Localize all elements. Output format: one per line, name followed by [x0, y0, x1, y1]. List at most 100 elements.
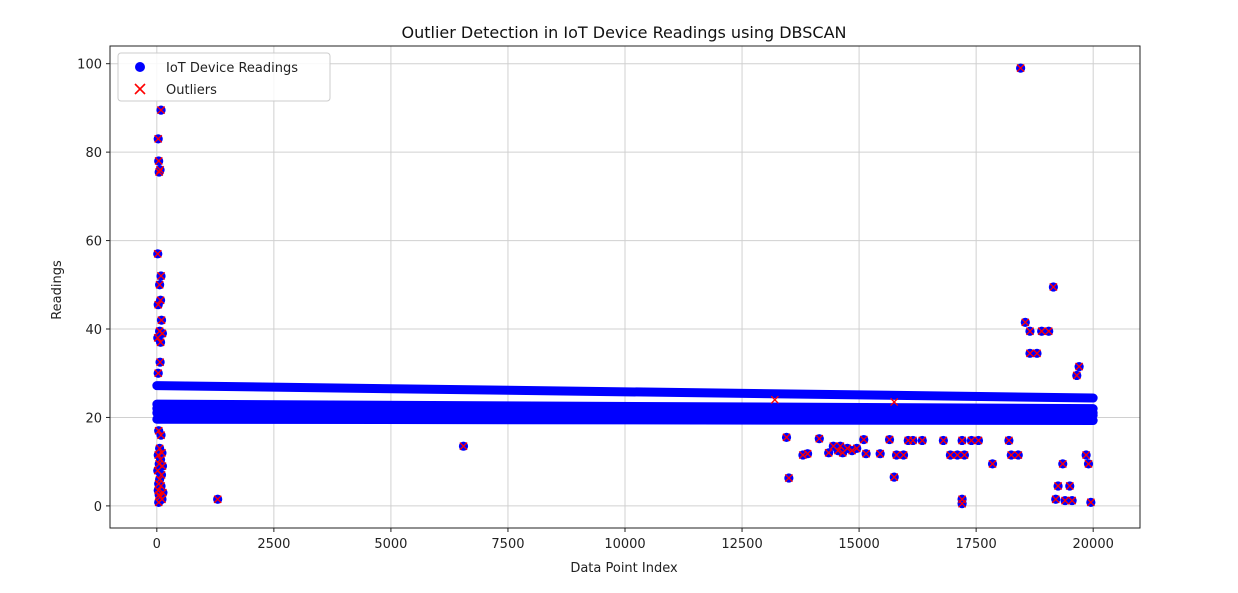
y-tick-label: 0	[94, 500, 102, 515]
outlier-stroke	[154, 300, 163, 309]
outlier-stroke	[939, 436, 948, 445]
outlier-stroke	[155, 167, 164, 177]
outlier-marker	[833, 446, 843, 455]
outlier-marker	[157, 448, 167, 457]
outlier-stroke	[1054, 481, 1063, 491]
outlier-marker	[1044, 327, 1053, 336]
outlier-stroke	[824, 448, 833, 457]
outlier-stroke	[1007, 450, 1016, 460]
y-tick-label: 40	[85, 323, 102, 338]
outlier-marker	[158, 488, 167, 497]
outlier-stroke	[1061, 496, 1070, 505]
outlier-stroke	[157, 316, 166, 325]
outlier-marker	[803, 449, 812, 458]
outlier-markers	[153, 64, 1095, 508]
outlier-marker	[1049, 282, 1058, 292]
outlier-marker	[157, 470, 166, 479]
outlier-stroke	[154, 498, 163, 507]
outlier-stroke	[1075, 362, 1084, 371]
outlier-stroke	[459, 442, 468, 451]
outlier-stroke	[890, 397, 899, 407]
outlier-marker	[1032, 349, 1042, 358]
outlier-stroke	[154, 450, 163, 460]
outlier-marker	[974, 436, 983, 445]
outlier-marker	[1016, 64, 1025, 73]
outlier-marker	[1004, 436, 1013, 445]
outlier-marker	[154, 156, 163, 166]
outlier-stroke	[782, 433, 791, 442]
axis-ticks: 0 2500 5000 7500 10000 12500 15000 17500 20000 0 2…	[77, 58, 1114, 552]
y-tick-label: 20	[85, 411, 102, 426]
outlier-stroke	[1044, 327, 1053, 336]
normal-reading-band	[152, 414, 1098, 426]
outlier-stroke	[908, 436, 917, 445]
outlier-stroke	[157, 448, 167, 457]
outlier-marker	[155, 167, 164, 177]
outlier-marker	[153, 333, 162, 342]
outlier-marker	[876, 449, 885, 458]
outlier-stroke	[213, 495, 222, 504]
outlier-marker	[157, 316, 166, 325]
outlier-stroke	[1025, 327, 1035, 336]
outlier-stroke	[770, 395, 779, 404]
outlier-marker	[1014, 450, 1023, 460]
legend-marker-outliers	[134, 83, 146, 95]
outlier-marker	[1082, 450, 1091, 460]
outlier-marker	[770, 395, 779, 404]
outlier-stroke	[876, 449, 885, 458]
outlier-stroke	[1021, 318, 1030, 327]
outlier-stroke	[155, 490, 164, 499]
normal-reading-band	[152, 408, 1098, 420]
outlier-stroke	[153, 466, 162, 475]
outlier-marker	[156, 455, 165, 464]
outlier-marker	[154, 300, 163, 309]
outlier-marker	[154, 426, 163, 435]
outlier-stroke	[156, 271, 166, 281]
outlier-stroke	[833, 446, 843, 455]
outlier-marker	[899, 450, 908, 460]
outlier-marker	[1084, 459, 1093, 468]
outlier-stroke	[953, 450, 962, 460]
outlier-marker	[852, 444, 861, 453]
outlier-stroke	[156, 106, 166, 115]
outlier-marker	[156, 165, 165, 174]
outlier-marker	[908, 436, 917, 445]
outlier-stroke	[958, 436, 967, 445]
outlier-stroke	[1084, 459, 1093, 468]
outlier-marker	[155, 280, 164, 289]
outlier-marker	[815, 434, 824, 443]
outlier-marker	[154, 134, 163, 143]
outlier-marker	[988, 459, 997, 468]
outlier-stroke	[155, 459, 164, 468]
outlier-stroke	[852, 444, 861, 453]
outlier-stroke	[836, 442, 845, 451]
outlier-marker	[155, 444, 164, 453]
outlier-marker	[154, 498, 163, 507]
legend-label-outliers: Outliers	[166, 83, 217, 98]
outlier-stroke	[156, 296, 165, 305]
outlier-stroke	[153, 249, 162, 258]
legend-marker-readings	[135, 62, 145, 72]
outlier-marker	[843, 444, 852, 453]
outlier-stroke	[156, 338, 165, 347]
outlier-marker	[848, 446, 857, 455]
normal-reading-points	[153, 63, 1096, 509]
outlier-stroke	[958, 499, 967, 508]
outlier-marker	[862, 449, 871, 458]
outlier-stroke	[153, 333, 162, 342]
outlier-marker	[946, 450, 955, 460]
outlier-stroke	[157, 470, 166, 479]
outlier-stroke	[1082, 450, 1091, 460]
outlier-marker	[156, 271, 166, 281]
outlier-marker	[156, 106, 166, 115]
outlier-stroke	[798, 450, 807, 460]
outlier-marker	[939, 436, 948, 445]
outlier-marker	[958, 436, 967, 445]
x-tick-label: 5000	[374, 537, 407, 552]
outlier-marker	[782, 433, 791, 442]
y-tick-label: 80	[85, 146, 102, 161]
outlier-marker	[859, 435, 868, 444]
outlier-stroke	[154, 134, 163, 143]
outlier-marker	[155, 490, 164, 499]
